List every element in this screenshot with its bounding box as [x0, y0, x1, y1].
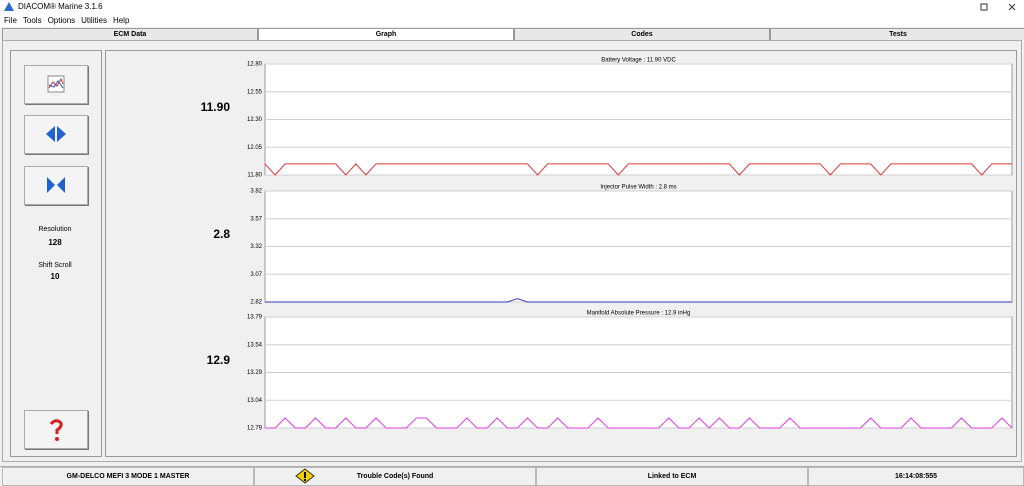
y-tick-label: 13.54 [247, 342, 263, 348]
series-line [264, 163, 1012, 176]
menu-item[interactable]: Help [112, 16, 130, 25]
title-bar: DIACOM® Marine 3.1.6 [0, 0, 1024, 14]
y-tick-label: 3.07 [250, 272, 262, 278]
graph-title: Injector Pulse Width : 2.8 ms [600, 185, 676, 191]
y-tick-label: 12.55 [247, 89, 263, 95]
y-tick-label: 13.29 [247, 370, 263, 376]
tab[interactable]: Codes [514, 28, 770, 40]
y-tick-label: 12.80 [247, 62, 263, 68]
window-controls[interactable] [964, 0, 1024, 14]
y-tick-label: 3.82 [250, 189, 262, 195]
menu-item[interactable]: Utilities [81, 16, 107, 25]
series-line [265, 298, 1012, 303]
graph-area [105, 50, 1017, 457]
y-tick-label: 11.80 [247, 173, 262, 179]
y-tick-label: 12.05 [247, 145, 263, 151]
y-tick-label: 13.79 [247, 315, 263, 321]
help-button[interactable] [24, 410, 88, 449]
shift-value: 10 [50, 272, 60, 281]
menu-item[interactable]: File [4, 16, 17, 25]
series-line [265, 417, 1013, 429]
sidebar [10, 50, 102, 457]
resolution-value: 128 [48, 238, 62, 247]
status-cell: GM-DELCO MEFI 3 MODE 1 MASTER [2, 467, 254, 486]
zoom-button[interactable] [24, 166, 88, 205]
menu-bar: File Tools Options Utilities Help [0, 14, 1024, 27]
status-bar: GM-DELCO MEFI 3 MODE 1 MASTER Trouble Cod… [0, 466, 1024, 486]
y-tick-label: 3.32 [250, 244, 262, 250]
y-tick-label: 12.79 [247, 426, 263, 432]
warning-icon [295, 468, 315, 484]
tab[interactable]: ECM Data [2, 28, 258, 40]
graph-button[interactable] [24, 65, 88, 104]
graph-title: Manifold Absolute Pressure : 12.9 inHg [587, 311, 691, 317]
current-value: 11.90 [201, 100, 231, 114]
current-value: 12.9 [207, 353, 231, 367]
tab[interactable]: Tests [770, 28, 1024, 40]
app-icon [4, 2, 14, 11]
tab[interactable]: Graph [258, 28, 514, 40]
status-cell: Linked to ECM [536, 467, 808, 486]
scroll-button[interactable] [24, 115, 88, 154]
shift-label: Shift Scroll [38, 262, 72, 269]
y-tick-label: 3.57 [250, 216, 262, 222]
graph-title: Battery Voltage : 11.90 VDC [601, 58, 676, 64]
graphs: Battery Voltage : 11.90 VDC 11.90 12.80 12.… [201, 58, 1013, 432]
current-value: 2.8 [213, 227, 230, 241]
resolution-label: Resolution [38, 226, 72, 233]
y-tick-label: 13.04 [247, 398, 263, 404]
y-tick-label: 12.30 [247, 117, 263, 123]
y-tick-label: 2.82 [250, 300, 262, 306]
status-cell: 16:14:08:555 [808, 467, 1024, 486]
menu-item[interactable]: Tools [22, 16, 42, 25]
window-title: DIACOM® Marine 3.1.6 [18, 2, 103, 11]
menu-item[interactable]: Options [47, 16, 76, 25]
